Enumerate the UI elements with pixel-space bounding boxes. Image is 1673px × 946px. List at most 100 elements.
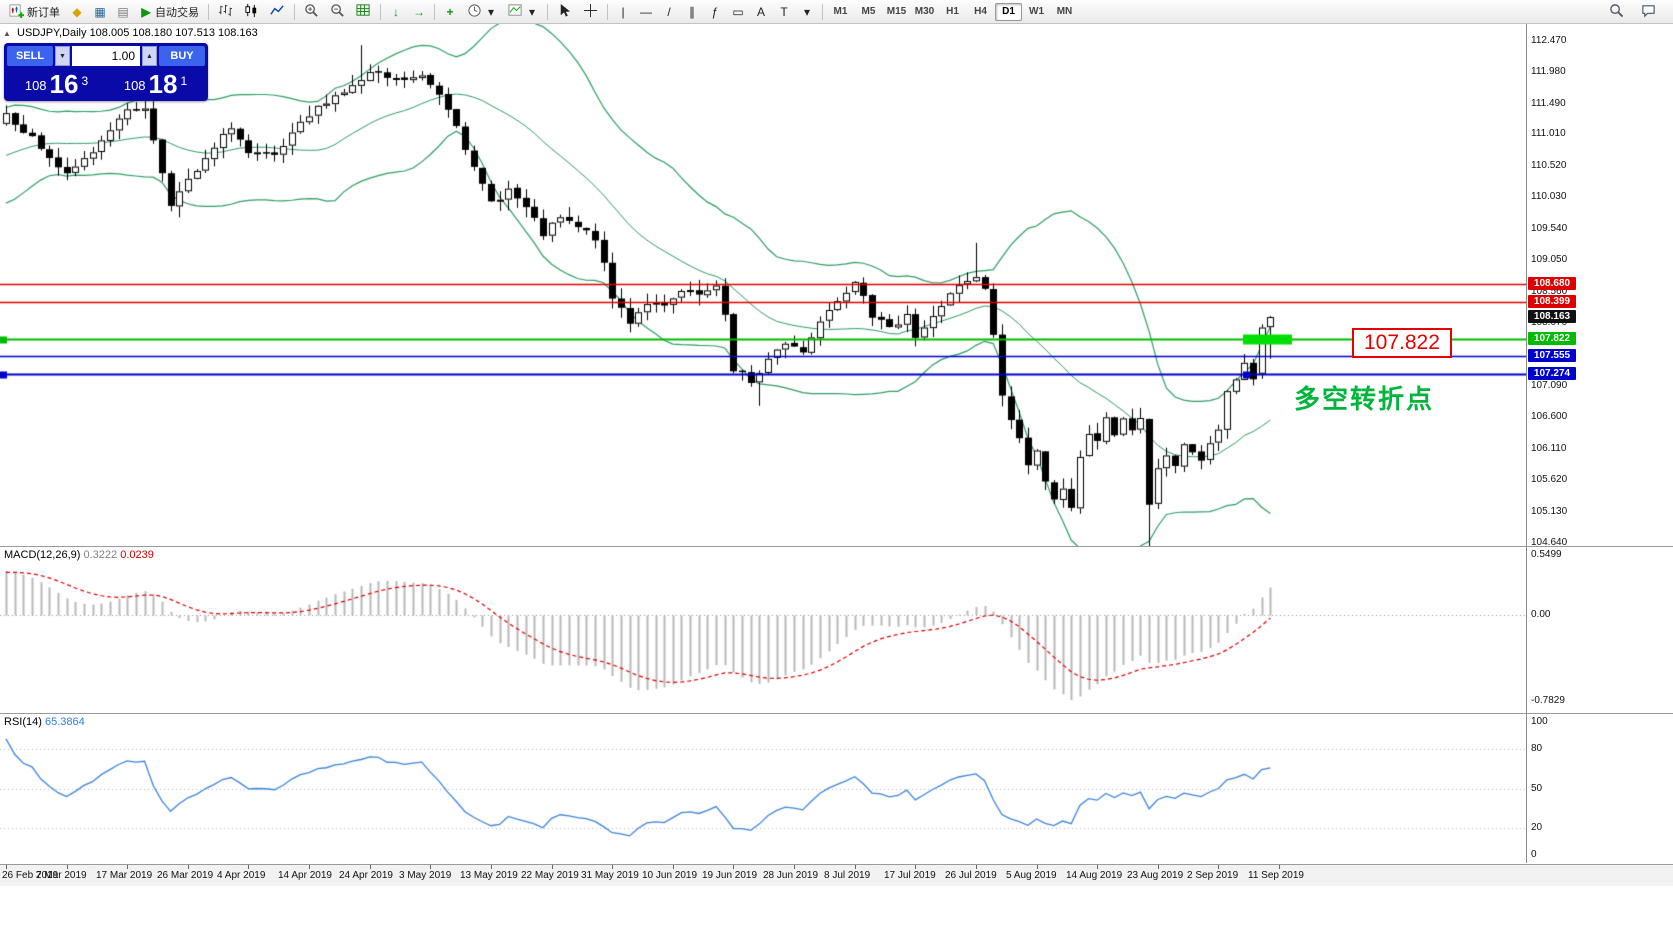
- search-button[interactable]: [1604, 2, 1629, 22]
- window-footer: [0, 886, 1673, 946]
- dropdown-caret-icon: ▾: [528, 4, 536, 19]
- panel-separator[interactable]: [0, 546, 1673, 547]
- new-order-button[interactable]: 新订单: [4, 2, 65, 22]
- price-tick: 107.090: [1531, 379, 1568, 391]
- fibonacci-button[interactable]: ƒ: [704, 2, 726, 22]
- macd-signal-value: 0.0239: [120, 549, 154, 561]
- auto-scroll-button[interactable]: ↓: [385, 2, 407, 22]
- bar-chart-button[interactable]: [213, 2, 238, 22]
- chart-shift-button[interactable]: →: [408, 2, 430, 22]
- current-price-badge: 108.163: [1528, 310, 1576, 324]
- volume-input[interactable]: [72, 46, 140, 66]
- buy-button[interactable]: BUY: [159, 46, 205, 66]
- periods-button[interactable]: ▾: [462, 2, 502, 22]
- rsi-panel: 100 80 50 20 0 RSI(14) 65.3864: [0, 714, 1673, 863]
- timeframe-d1[interactable]: D1: [995, 2, 1022, 21]
- zoom-out-button[interactable]: [325, 2, 350, 22]
- cursor-button[interactable]: [552, 2, 577, 22]
- zoom-in-button[interactable]: [299, 2, 324, 22]
- turning-point-annotation[interactable]: 多空转折点: [1294, 384, 1435, 414]
- rsi-axis[interactable]: 100 80 50 20 0: [1526, 714, 1673, 863]
- price-tick: 111.010: [1531, 128, 1566, 140]
- date-label: 26 Feb 2019: [2, 870, 59, 881]
- volume-up-button[interactable]: ▲: [142, 46, 157, 66]
- indicators-button[interactable]: +: [439, 2, 461, 22]
- templates-button[interactable]: ▾: [503, 2, 543, 22]
- timeframe-h1[interactable]: H1: [939, 3, 966, 21]
- sell-price[interactable]: 108 16 3: [7, 68, 106, 98]
- text-button[interactable]: A: [750, 2, 772, 22]
- timeframe-m30[interactable]: M30: [911, 3, 938, 21]
- timeframe-mn[interactable]: MN: [1051, 3, 1078, 21]
- vertical-line-button[interactable]: |: [612, 2, 634, 22]
- sell-button[interactable]: SELL: [7, 46, 53, 66]
- rsi-canvas[interactable]: [0, 714, 1526, 863]
- candlestick-chart-icon: [244, 3, 259, 21]
- volume-down-button[interactable]: ▼: [55, 46, 70, 66]
- chat-button[interactable]: [1636, 2, 1661, 22]
- level-price-badge: 108.399: [1528, 294, 1576, 308]
- buy-price-base: 108: [123, 78, 146, 93]
- horizontal-line-button[interactable]: —: [635, 2, 657, 22]
- rsi-tick: 100: [1531, 716, 1548, 727]
- crosshair-button[interactable]: [578, 2, 603, 22]
- buy-price-frac: 1: [180, 74, 188, 88]
- history-center-button[interactable]: ▤: [112, 2, 134, 22]
- price-tick: 106.600: [1531, 411, 1568, 423]
- toolbar: 新订单 ◆ ▦ ▤ ▶ 自动交易 ↓ → + ▾ ▾ | — / ∥ ƒ ▭: [0, 0, 1673, 24]
- date-label: 5 Aug 2019: [1006, 870, 1057, 881]
- trendline-button[interactable]: /: [658, 2, 680, 22]
- date-label: 23 Aug 2019: [1127, 870, 1184, 881]
- panel-separator[interactable]: [0, 713, 1673, 714]
- channel-button[interactable]: ∥: [681, 2, 703, 22]
- macd-label: MACD(12,26,9) 0.3222 0.0239: [4, 549, 154, 561]
- toolbar-separator: [208, 3, 209, 20]
- macd-canvas[interactable]: [0, 547, 1526, 713]
- date-label: 26 Mar 2019: [157, 870, 214, 881]
- date-label: 31 May 2019: [581, 870, 639, 881]
- trade-panel-top-row: SELL ▼ ▲ BUY: [7, 46, 205, 66]
- date-tick-mark: [915, 865, 916, 869]
- timeframe-m5[interactable]: M5: [855, 3, 882, 21]
- price-annotation[interactable]: 107.822: [1352, 328, 1452, 358]
- trade-panel-price-row: 108 16 3 108 18 1: [7, 68, 205, 98]
- macd-axis[interactable]: 0.5499 0.00 -0.7829: [1526, 547, 1673, 713]
- candlestick-chart-button[interactable]: [239, 2, 264, 22]
- line-chart-button[interactable]: [265, 2, 290, 22]
- cursor-icon: [557, 3, 572, 21]
- date-label: 14 Aug 2019: [1066, 870, 1123, 881]
- new-order-label: 新订单: [27, 6, 60, 19]
- grid-icon: [356, 3, 371, 21]
- toolbar-separator: [294, 3, 295, 20]
- chart-title: USDJPY,Daily 108.005 108.180 107.513 108…: [17, 27, 258, 39]
- text-label-button[interactable]: T: [773, 2, 795, 22]
- text-icon: A: [756, 4, 765, 19]
- timeframe-m15[interactable]: M15: [883, 3, 910, 21]
- date-label: 28 Jun 2019: [763, 870, 819, 881]
- time-axis[interactable]: 26 Feb 2019 7 Mar 2019 17 Mar 2019 26 Mar 2…: [0, 864, 1673, 887]
- date-tick-mark: [309, 865, 310, 869]
- grid-button[interactable]: [351, 2, 376, 22]
- date-label: 19 Jun 2019: [702, 870, 758, 881]
- new-order-icon: [9, 3, 24, 21]
- market-watch-button[interactable]: ▦: [89, 2, 111, 22]
- one-click-collapse-toggle[interactable]: ▲: [3, 29, 11, 38]
- rsi-name: RSI(14): [4, 716, 42, 728]
- rsi-tick: 50: [1531, 782, 1543, 794]
- price-tick: 104.640: [1531, 537, 1568, 549]
- price-chart-canvas[interactable]: [0, 24, 1526, 546]
- price-axis[interactable]: 112.470 111.980 111.490 111.010 110.520 110.0…: [1526, 24, 1673, 549]
- toolbar-right: [1604, 2, 1669, 22]
- date-label: 26 Jul 2019: [945, 870, 997, 881]
- toolbar-separator: [607, 3, 608, 20]
- metaeditor-button[interactable]: ◆: [66, 2, 88, 22]
- timeframe-h4[interactable]: H4: [967, 3, 994, 21]
- timeframe-w1[interactable]: W1: [1023, 3, 1050, 21]
- timeframe-m1[interactable]: M1: [827, 3, 854, 21]
- vertical-line-icon: |: [621, 4, 625, 19]
- autotrading-button[interactable]: ▶ 自动交易: [135, 2, 204, 22]
- buy-price[interactable]: 108 18 1: [106, 68, 205, 98]
- shapes-button[interactable]: ▭: [727, 2, 749, 22]
- arrows-button[interactable]: ▾: [796, 2, 818, 22]
- price-tick: 111.490: [1531, 97, 1566, 109]
